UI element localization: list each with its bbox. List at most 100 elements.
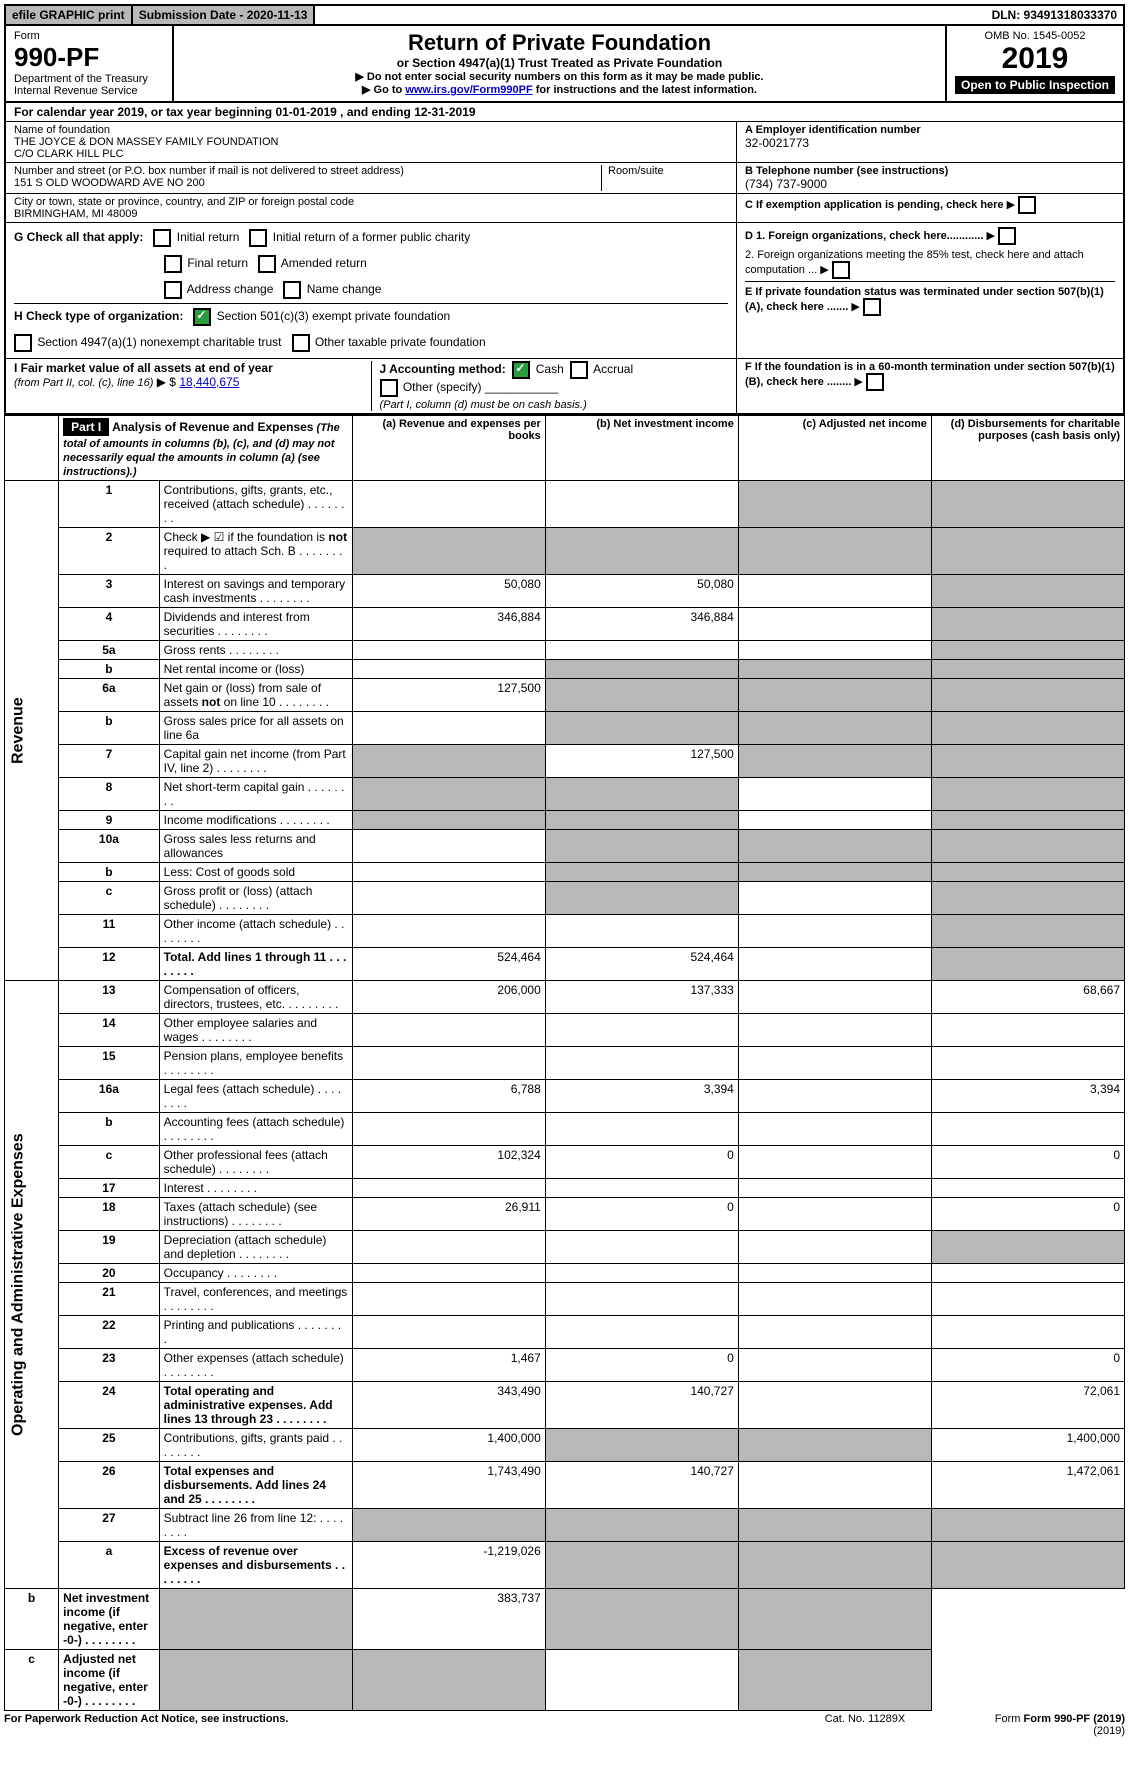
line-number: 11 [59, 915, 160, 948]
d2-label: 2. Foreign organizations meeting the 85%… [745, 249, 1084, 276]
form-title: Return of Private Foundation [178, 30, 941, 56]
line-desc: Travel, conferences, and meetings . . . … [159, 1283, 352, 1316]
line-number: 20 [59, 1264, 160, 1283]
line-number: 16a [59, 1080, 160, 1113]
d2-checkbox[interactable] [832, 261, 850, 279]
col-c-header: (c) Adjusted net income [738, 416, 931, 481]
table-row: Revenue 1 Contributions, gifts, grants, … [5, 481, 1125, 528]
j-cash-label: Cash [536, 362, 564, 376]
h-501c3-label: Section 501(c)(3) exempt private foundat… [217, 309, 450, 323]
g-initial-checkbox[interactable] [153, 229, 171, 247]
g-amended-checkbox[interactable] [258, 255, 276, 273]
line-number: 25 [59, 1429, 160, 1462]
submission-date: Submission Date - 2020-11-13 [133, 6, 316, 24]
line-desc: Capital gain net income (from Part IV, l… [159, 745, 352, 778]
line-desc: Pension plans, employee benefits . . . .… [159, 1047, 352, 1080]
g-amended-label: Amended return [281, 256, 367, 270]
footer-left: For Paperwork Reduction Act Notice, see … [4, 1713, 765, 1737]
line-desc: Interest on savings and temporary cash i… [159, 575, 352, 608]
e-checkbox[interactable] [863, 298, 881, 316]
line-desc: Gross profit or (loss) (attach schedule)… [159, 882, 352, 915]
form-label: Form [14, 30, 164, 42]
j-accrual-checkbox[interactable] [570, 361, 588, 379]
line-desc: Net short-term capital gain . . . . . . … [159, 778, 352, 811]
i-arrow: ▶ $ [157, 375, 176, 389]
line-number: 2 [59, 528, 160, 575]
form-subtitle: or Section 4947(a)(1) Trust Treated as P… [178, 56, 941, 70]
table-row: 25 Contributions, gifts, grants paid . .… [5, 1429, 1125, 1462]
table-row: 5a Gross rents . . . . . . . . [5, 641, 1125, 660]
line-desc: Contributions, gifts, grants paid . . . … [159, 1429, 352, 1462]
line-number: 19 [59, 1231, 160, 1264]
tax-year: 2019 [955, 42, 1115, 76]
h-other-checkbox[interactable] [292, 334, 310, 352]
omb-number: OMB No. 1545-0052 [955, 30, 1115, 42]
line-desc: Total expenses and disbursements. Add li… [159, 1462, 352, 1509]
footer-right: Form Form 990-PF (2019) (2019) [965, 1713, 1125, 1737]
table-row: 4 Dividends and interest from securities… [5, 608, 1125, 641]
table-row: c Adjusted net income (if negative, ente… [5, 1650, 1125, 1711]
line-number: 18 [59, 1198, 160, 1231]
e-label: E If private foundation status was termi… [745, 286, 1104, 313]
ein-value: 32-0021773 [745, 136, 1115, 150]
h-label: H Check type of organization: [14, 309, 183, 323]
table-row: 2 Check ▶ ☑ if the foundation is not req… [5, 528, 1125, 575]
table-row: b Gross sales price for all assets on li… [5, 712, 1125, 745]
line-desc: Depreciation (attach schedule) and deple… [159, 1231, 352, 1264]
line-number: b [59, 1113, 160, 1146]
j-note: (Part I, column (d) must be on cash basi… [380, 399, 587, 411]
revenue-label: Revenue [5, 481, 59, 981]
ein-label: A Employer identification number [745, 124, 1115, 136]
c-checkbox[interactable] [1018, 196, 1036, 214]
table-row: Operating and Administrative Expenses 13… [5, 981, 1125, 1014]
table-row: c Other professional fees (attach schedu… [5, 1146, 1125, 1179]
g-final-checkbox[interactable] [164, 255, 182, 273]
h-4947-label: Section 4947(a)(1) nonexempt charitable … [37, 335, 281, 349]
line-number: c [59, 882, 160, 915]
part1-title: Analysis of Revenue and Expenses [112, 420, 313, 434]
line-desc: Net investment income (if negative, ente… [59, 1589, 160, 1650]
line-number: b [59, 712, 160, 745]
h-501c3-checkbox[interactable] [193, 308, 211, 326]
line-desc: Income modifications . . . . . . . . [159, 811, 352, 830]
h-4947-checkbox[interactable] [14, 334, 32, 352]
irs-link[interactable]: www.irs.gov/Form990PF [405, 84, 532, 96]
col-d-header: (d) Disbursements for charitable purpose… [931, 416, 1124, 481]
table-row: 22 Printing and publications . . . . . .… [5, 1316, 1125, 1349]
line-desc: Occupancy . . . . . . . . [159, 1264, 352, 1283]
irs-label: Internal Revenue Service [14, 85, 164, 97]
line-number: 10a [59, 830, 160, 863]
line-number: 22 [59, 1316, 160, 1349]
table-row: 27 Subtract line 26 from line 12: . . . … [5, 1509, 1125, 1542]
line-desc: Dividends and interest from securities .… [159, 608, 352, 641]
line-number: 14 [59, 1014, 160, 1047]
g-label: G Check all that apply: [14, 230, 143, 244]
table-row: 23 Other expenses (attach schedule) . . … [5, 1349, 1125, 1382]
calyear-end: 12-31-2019 [414, 105, 475, 119]
g-name-checkbox[interactable] [283, 281, 301, 299]
table-row: 15 Pension plans, employee benefits . . … [5, 1047, 1125, 1080]
line-number: 17 [59, 1179, 160, 1198]
f-checkbox[interactable] [866, 373, 884, 391]
line-number: c [59, 1146, 160, 1179]
table-row: 21 Travel, conferences, and meetings . .… [5, 1283, 1125, 1316]
table-row: 3 Interest on savings and temporary cash… [5, 575, 1125, 608]
table-row: 12 Total. Add lines 1 through 11 . . . .… [5, 948, 1125, 981]
line-number: 24 [59, 1382, 160, 1429]
line-desc: Adjusted net income (if negative, enter … [59, 1650, 160, 1711]
j-other-checkbox[interactable] [380, 379, 398, 397]
g-initial-former-checkbox[interactable] [249, 229, 267, 247]
d1-checkbox[interactable] [998, 227, 1016, 245]
table-row: 18 Taxes (attach schedule) (see instruct… [5, 1198, 1125, 1231]
line-desc: Printing and publications . . . . . . . … [159, 1316, 352, 1349]
line-number: a [59, 1542, 160, 1589]
line-desc: Total. Add lines 1 through 11 . . . . . … [159, 948, 352, 981]
line-number: c [5, 1650, 59, 1711]
part1-header: Part I [63, 418, 109, 436]
g-address-checkbox[interactable] [164, 281, 182, 299]
line-desc: Compensation of officers, directors, tru… [159, 981, 352, 1014]
fmv-value[interactable]: 18,440,675 [179, 375, 239, 389]
table-row: b Less: Cost of goods sold [5, 863, 1125, 882]
j-cash-checkbox[interactable] [512, 361, 530, 379]
line-desc: Contributions, gifts, grants, etc., rece… [159, 481, 352, 528]
